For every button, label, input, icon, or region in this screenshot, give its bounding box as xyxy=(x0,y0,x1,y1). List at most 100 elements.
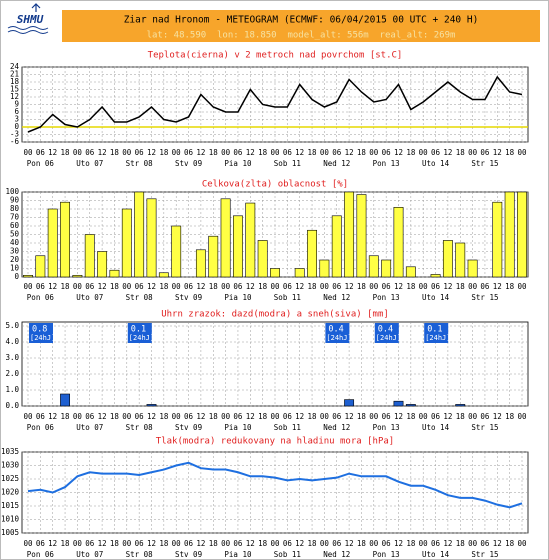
bar xyxy=(405,266,416,278)
x-tick-label: 12 xyxy=(246,412,255,421)
x-tick-label: 06 xyxy=(233,539,243,548)
x-tick-label: 12 xyxy=(147,148,156,157)
day-label: Uto 07 xyxy=(76,293,103,302)
day-label: Pon 06 xyxy=(27,159,55,168)
x-tick-label: 12 xyxy=(196,539,205,548)
x-tick-label: 00 xyxy=(221,539,231,548)
y-tick-label: 90 xyxy=(10,196,20,205)
bar xyxy=(245,202,256,278)
daily-total-label: [24hJ] xyxy=(30,334,55,342)
x-tick-label: 18 xyxy=(110,539,120,548)
x-tick-label: 06 xyxy=(85,412,95,421)
x-tick-label: 06 xyxy=(36,148,46,157)
day-label: Uto 07 xyxy=(76,423,103,432)
y-tick-label: 0 xyxy=(14,272,19,281)
y-tick-label: 1.0 xyxy=(5,385,19,394)
day-label: Pon 06 xyxy=(27,293,55,302)
x-tick-label: 18 xyxy=(258,539,268,548)
day-label: Str 08 xyxy=(126,293,154,302)
x-tick-label: 00 xyxy=(270,412,280,421)
x-tick-label: 06 xyxy=(382,282,392,291)
x-tick-label: 06 xyxy=(135,282,145,291)
y-tick-label: -3 xyxy=(10,130,19,139)
y-tick-label: 80 xyxy=(10,204,20,213)
bar xyxy=(504,191,515,278)
x-tick-label: 12 xyxy=(48,148,57,157)
x-tick-label: 06 xyxy=(233,282,243,291)
daily-total-box xyxy=(374,323,399,343)
x-tick-label: 00 xyxy=(320,412,330,421)
y-tick-label: 9 xyxy=(14,100,19,109)
x-tick-label: 00 xyxy=(122,148,132,157)
x-tick-label: 18 xyxy=(209,282,219,291)
bar xyxy=(158,272,169,278)
x-tick-label: 18 xyxy=(61,412,71,421)
y-tick-label: 1025 xyxy=(1,474,19,483)
x-tick-label: 00 xyxy=(23,412,33,421)
day-label: Pon 13 xyxy=(373,293,400,302)
x-tick-label: 00 xyxy=(419,412,429,421)
y-tick-label: 2.0 xyxy=(5,369,19,378)
x-tick-label: 06 xyxy=(431,412,441,421)
day-label: Uto 07 xyxy=(76,159,103,168)
x-tick-label: 06 xyxy=(332,539,342,548)
bar xyxy=(146,198,157,278)
x-tick-label: 00 xyxy=(221,412,231,421)
x-tick-label: 12 xyxy=(48,412,57,421)
x-tick-label: 06 xyxy=(36,412,46,421)
logo: SHMU xyxy=(7,3,49,34)
day-label: Pon 13 xyxy=(373,159,400,168)
bar xyxy=(171,225,182,278)
day-label: Pia 10 xyxy=(224,550,252,559)
x-tick-label: 00 xyxy=(73,148,83,157)
x-tick-label: 18 xyxy=(406,412,416,421)
x-tick-label: 18 xyxy=(456,412,466,421)
day-label: Pia 10 xyxy=(224,293,252,302)
bar xyxy=(121,208,132,278)
bar xyxy=(60,393,70,407)
bar xyxy=(492,201,503,278)
x-tick-label: 06 xyxy=(480,412,490,421)
x-tick-label: 18 xyxy=(456,282,466,291)
bar xyxy=(381,259,392,278)
daily-total-value: 0.4 xyxy=(378,325,393,335)
day-label: Str 15 xyxy=(471,550,498,559)
day-label: Str 08 xyxy=(126,550,154,559)
y-tick-label: 24 xyxy=(10,62,20,71)
bar xyxy=(97,251,108,278)
y-tick-label: 1005 xyxy=(1,528,19,537)
day-label: Pon 06 xyxy=(27,423,55,432)
bar xyxy=(270,268,280,278)
x-tick-label: 18 xyxy=(505,412,515,421)
daily-total-value: 0.1 xyxy=(427,325,442,335)
x-tick-label: 00 xyxy=(517,539,527,548)
x-tick-label: 00 xyxy=(419,282,429,291)
x-tick-label: 00 xyxy=(172,539,182,548)
bar xyxy=(23,274,33,278)
day-label: Str 15 xyxy=(471,159,498,168)
x-tick-label: 00 xyxy=(23,148,33,157)
daily-total-value: 0.1 xyxy=(131,325,146,335)
x-tick-label: 00 xyxy=(517,412,527,421)
x-tick-label: 18 xyxy=(159,148,169,157)
x-tick-label: 18 xyxy=(406,282,416,291)
x-tick-label: 00 xyxy=(122,412,132,421)
x-tick-label: 18 xyxy=(258,148,268,157)
x-tick-label: 00 xyxy=(172,148,182,157)
x-tick-label: 00 xyxy=(468,282,478,291)
day-label: Str 15 xyxy=(471,293,498,302)
x-tick-label: 12 xyxy=(98,539,107,548)
day-label: Ned 12 xyxy=(323,293,350,302)
day-label: Pon 13 xyxy=(373,550,400,559)
header-box xyxy=(62,10,540,42)
x-tick-label: 18 xyxy=(357,539,367,548)
bar xyxy=(307,229,317,278)
day-label: Ned 12 xyxy=(323,159,350,168)
x-tick-label: 00 xyxy=(221,282,231,291)
x-tick-label: 12 xyxy=(246,148,255,157)
x-tick-label: 18 xyxy=(357,412,367,421)
y-tick-label: 30 xyxy=(10,247,20,256)
bar xyxy=(455,404,466,407)
daily-total-box xyxy=(424,323,449,343)
x-tick-label: 18 xyxy=(406,539,416,548)
